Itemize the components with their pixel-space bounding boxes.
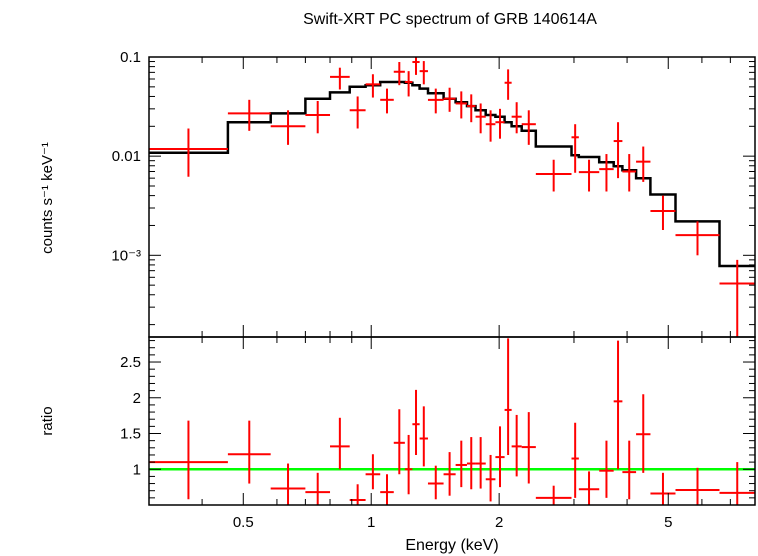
top-panel: 0.1 0.01 10⁻³ counts s⁻¹ keV⁻¹ — [39, 49, 756, 338]
ratio-plot-area — [149, 338, 755, 505]
top-y-axis-label: counts s⁻¹ keV⁻¹ — [39, 142, 56, 254]
ratio-y-tick-label: 2.5 — [120, 354, 141, 371]
ratio-y-tick-label: 1 — [133, 461, 141, 478]
ratio-y-tick-label: 2 — [133, 390, 141, 407]
y-tick-label: 10⁻³ — [111, 247, 141, 264]
energy-x-axis-label: Energy (keV) — [405, 537, 498, 554]
top-plot-area — [149, 57, 755, 337]
model-step-line — [149, 80, 755, 268]
chart-title: Swift-XRT PC spectrum of GRB 140614A — [303, 11, 597, 28]
ratio-y-tick-label: 1.5 — [120, 426, 141, 443]
bottom-panel-frame — [148, 336, 756, 506]
ratio-y-axis-label: ratio — [39, 406, 56, 435]
energy-x-axis: 0.5 1 2 5 — [148, 337, 756, 531]
energy-x-tick-label: 1 — [367, 514, 375, 531]
y-tick-label: 0.01 — [112, 148, 141, 165]
bottom-panel: 1 1.5 2 2.5 0.5 1 2 5 ratio Energy (keV) — [39, 336, 756, 554]
top-y-axis: 0.1 0.01 10⁻³ — [111, 49, 756, 337]
energy-x-tick-label: 2 — [495, 514, 503, 531]
y-tick-label: 0.1 — [120, 49, 141, 66]
ratio-y-axis: 1 1.5 2 2.5 — [120, 340, 755, 499]
energy-x-tick-label: 5 — [664, 514, 672, 531]
energy-x-tick-label: 0.5 — [233, 514, 254, 531]
